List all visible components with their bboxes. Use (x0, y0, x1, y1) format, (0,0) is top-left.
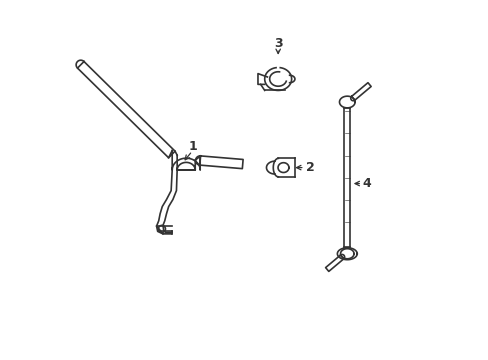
Text: 3: 3 (273, 37, 282, 50)
Text: 4: 4 (362, 177, 370, 190)
Text: 1: 1 (188, 140, 197, 153)
Text: 2: 2 (305, 161, 314, 174)
